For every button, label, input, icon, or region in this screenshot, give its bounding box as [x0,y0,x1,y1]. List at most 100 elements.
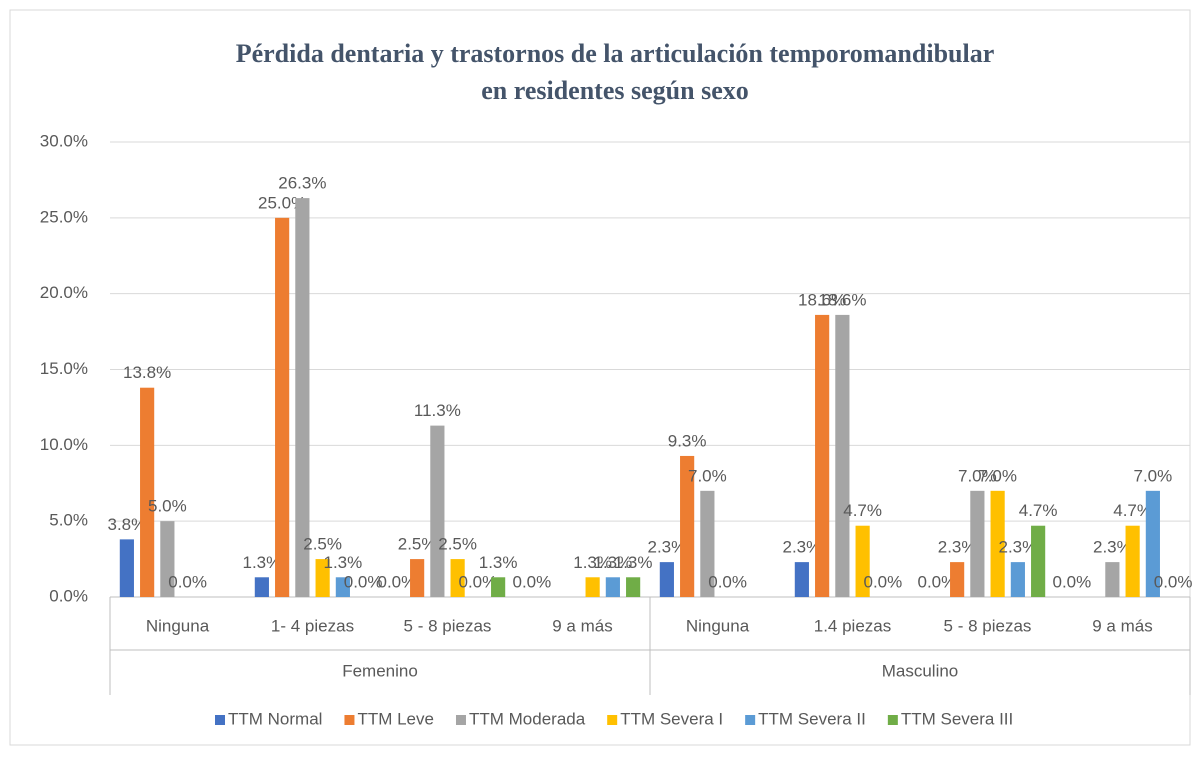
x-tick-label: 1.4 piezas [814,616,892,635]
bar [970,490,985,597]
data-label: 0.0% [513,572,552,591]
data-label: 2.5% [303,535,342,554]
data-label: 0.0% [864,572,903,591]
data-label: 1.3% [324,553,363,572]
bar [430,425,445,597]
data-label: 0.0% [1154,572,1193,591]
data-label: 7.0% [688,466,727,485]
data-label: 7.0% [958,466,997,485]
bar [295,198,310,597]
bar [275,217,290,598]
bar [1031,525,1046,597]
bar [491,577,506,597]
legend-swatch [607,715,618,725]
data-label: 4.7% [1019,501,1058,520]
data-label: 1.3% [594,553,633,572]
legend-label: TTM Severa II [758,709,866,728]
y-tick-label: 30.0% [40,131,88,150]
y-tick-label: 20.0% [40,283,88,302]
chart-title: en residentes según sexo [481,76,748,105]
x-tick-label: Ninguna [686,616,750,635]
data-label: 0.0% [1053,572,1092,591]
bar [815,314,830,597]
chart-frame [9,9,1191,746]
x-tick-label: 5 - 8 piezas [404,616,492,635]
bar [410,559,425,597]
data-label: 1.3% [243,553,282,572]
bar [335,577,350,597]
bar [990,490,1005,597]
data-label: 2.3% [1093,538,1132,557]
bar [605,577,620,597]
legend-swatch [344,715,355,725]
bar [254,577,269,597]
data-label: 0.0% [918,572,957,591]
data-label: 2.3% [648,538,687,557]
x-tick-label: 5 - 8 piezas [944,616,1032,635]
legend-label: TTM Normal [228,709,322,728]
x-tick-label: 9 a más [1092,616,1152,635]
data-label: 26.3% [278,174,326,193]
bar [1125,525,1140,597]
data-label: 2.3% [783,538,822,557]
bar [585,577,600,597]
legend-label: TTM Severa III [901,709,1013,728]
bar [119,539,134,597]
x-tick-label: Ninguna [146,616,210,635]
legend-swatch [887,715,898,725]
bar [160,521,175,597]
bar [1010,562,1025,597]
y-tick-label: 15.0% [40,359,88,378]
bar [1145,490,1160,597]
data-label: 0.0% [378,572,417,591]
bar [855,525,870,597]
data-label: 9.3% [668,431,707,450]
x-tick-label: 1- 4 piezas [271,616,354,635]
bar [450,559,465,597]
data-label: 2.5% [398,535,437,554]
data-label: 5.0% [148,497,187,516]
chart-title: Pérdida dentaria y trastornos de la arti… [236,39,995,68]
group-label: Masculino [882,661,959,680]
data-label: 4.7% [843,501,882,520]
bar [140,387,155,597]
y-tick-label: 5.0% [49,511,88,530]
data-label: 0.0% [344,572,383,591]
bar [700,490,715,597]
legend-label: TTM Moderada [469,709,586,728]
legend-label: TTM Leve [357,709,434,728]
group-label: Femenino [342,661,418,680]
bar [626,577,641,597]
legend-label: TTM Severa I [620,709,723,728]
x-tick-label: 9 a más [552,616,612,635]
y-tick-label: 10.0% [40,435,88,454]
bar [680,455,695,597]
data-label: 18.6% [798,290,846,309]
data-label: 2.3% [938,538,977,557]
data-label: 2.5% [438,535,477,554]
data-label: 4.7% [1113,501,1152,520]
bar [835,314,850,597]
legend-swatch [215,715,225,725]
data-label: 1.3% [573,553,612,572]
data-label: 25.0% [258,193,306,212]
bar [659,562,674,597]
data-label: 3.8% [108,515,147,534]
bar [794,562,809,597]
data-label: 1.3% [479,553,518,572]
y-tick-label: 0.0% [49,586,88,605]
legend-swatch [455,715,466,725]
data-label: 1.3% [614,553,653,572]
data-label: 13.8% [123,363,171,382]
data-label: 0.0% [708,572,747,591]
data-label: 18.6% [818,290,866,309]
data-label: 2.3% [999,538,1038,557]
bar [950,562,965,597]
legend-swatch [745,715,756,725]
bar [1105,562,1120,597]
data-label: 7.0% [978,466,1017,485]
bar [315,559,330,597]
data-label: 11.3% [414,401,461,420]
data-label: 0.0% [459,572,498,591]
